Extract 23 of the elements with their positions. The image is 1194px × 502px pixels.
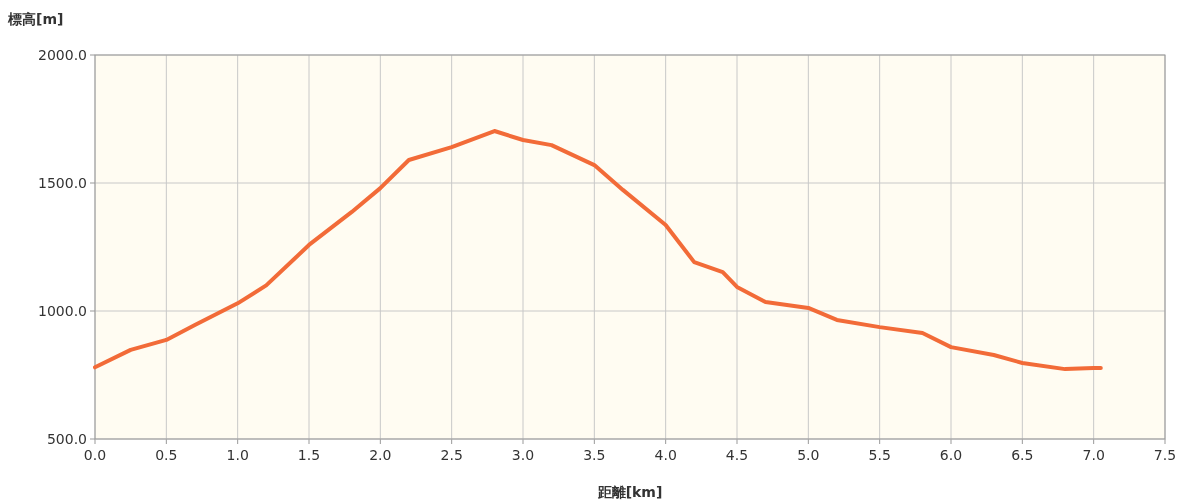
x-tick-label: 7.0 <box>1082 447 1105 463</box>
x-tick-label: 3.0 <box>511 447 535 463</box>
x-tick-label: 6.0 <box>939 447 963 463</box>
y-tick-label: 500.0 <box>46 431 87 447</box>
y-tick-label: 1500.0 <box>38 175 87 191</box>
y-tick-label: 1000.0 <box>38 303 87 319</box>
y-tick-label: 2000.0 <box>38 47 87 63</box>
x-tick-label: 2.0 <box>369 447 392 463</box>
x-tick-label: 7.5 <box>1153 447 1177 463</box>
y-axis-title: 標高[m] <box>7 11 64 27</box>
x-tick-label: 3.5 <box>583 447 606 463</box>
x-tick-label: 1.5 <box>297 447 321 463</box>
x-tick-label: 4.0 <box>654 447 677 463</box>
x-tick-label: 0.5 <box>155 447 178 463</box>
x-tick-label: 5.0 <box>797 447 820 463</box>
x-tick-label: 4.5 <box>725 447 749 463</box>
x-tick-label: 1.0 <box>226 447 249 463</box>
x-axis-title: 距離[km] <box>596 484 663 500</box>
x-tick-label: 0.0 <box>83 447 107 463</box>
line-series <box>93 129 1103 372</box>
x-tick-label: 2.5 <box>440 447 463 463</box>
x-tick-label: 5.5 <box>868 447 891 463</box>
x-tick-label: 6.5 <box>1011 447 1034 463</box>
